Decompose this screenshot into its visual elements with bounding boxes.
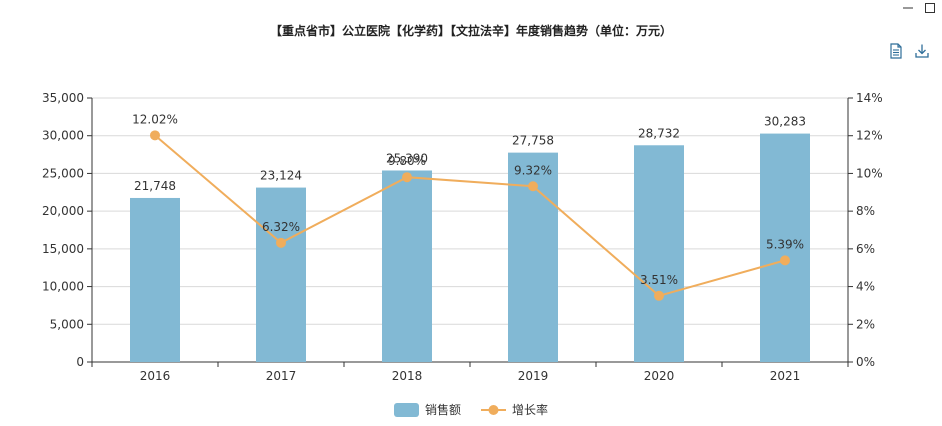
point-label-growth-2021: 5.39% bbox=[766, 237, 804, 251]
growth-line bbox=[154, 134, 786, 297]
point-label-growth-2017: 6.32% bbox=[262, 220, 300, 234]
x-tick-label: 2018 bbox=[392, 369, 423, 383]
y-right-tick-label: 14% bbox=[856, 91, 883, 105]
bar-label-sales-2018: 25,390 bbox=[386, 151, 428, 165]
legend-label-sales: 销售额 bbox=[424, 403, 461, 417]
y-right-tick-label: 10% bbox=[856, 166, 883, 180]
point-label-growth-2018: 9.80% bbox=[388, 154, 426, 168]
bar-sales-2017 bbox=[256, 187, 306, 362]
bar-sales-2016 bbox=[130, 197, 180, 362]
legend-label-growth: 增长率 bbox=[512, 403, 549, 417]
y-right-tick-label: 12% bbox=[856, 129, 883, 143]
y-left-tick-label: 0 bbox=[76, 355, 84, 369]
point-growth-2020 bbox=[654, 290, 664, 301]
chart-toolbox bbox=[888, 43, 930, 59]
legend-swatch-sales bbox=[393, 402, 419, 417]
x-tick-label: 2017 bbox=[266, 369, 297, 383]
point-growth-2017 bbox=[276, 237, 286, 248]
x-tick-label: 2019 bbox=[518, 369, 549, 383]
minimize-icon[interactable] bbox=[902, 2, 914, 14]
y-right-tick-label: 8% bbox=[856, 204, 875, 218]
point-growth-2016 bbox=[150, 130, 160, 141]
point-label-growth-2016: 12.02% bbox=[132, 112, 178, 126]
y-left-tick-label: 10,000 bbox=[42, 280, 84, 294]
y-right-tick-label: 4% bbox=[856, 280, 875, 294]
window-controls bbox=[902, 2, 936, 14]
bar-sales-2021 bbox=[760, 133, 810, 362]
chart-legend: 销售额 增长率 bbox=[0, 401, 942, 418]
point-growth-2018 bbox=[402, 172, 412, 183]
y-left-tick-label: 5,000 bbox=[50, 317, 84, 331]
maximize-icon[interactable] bbox=[924, 2, 936, 14]
y-left-tick-label: 25,000 bbox=[42, 166, 84, 180]
bar-sales-2018 bbox=[382, 170, 432, 362]
point-label-growth-2020: 3.51% bbox=[640, 273, 678, 287]
legend-swatch-growth bbox=[481, 404, 506, 415]
x-tick-label: 2021 bbox=[770, 369, 801, 383]
x-tick-label: 2016 bbox=[140, 369, 171, 383]
chart-title: 【重点省市】公立医院【化学药】【文拉法辛】年度销售趋势（单位：万元） bbox=[269, 24, 672, 38]
bar-label-sales-2021: 30,283 bbox=[764, 115, 806, 129]
y-right-tick-label: 2% bbox=[856, 317, 875, 331]
point-growth-2019 bbox=[528, 181, 538, 192]
point-growth-2021 bbox=[780, 255, 790, 266]
x-tick-label: 2020 bbox=[644, 369, 675, 383]
point-label-growth-2019: 9.32% bbox=[514, 163, 552, 177]
legend-item-sales[interactable]: 销售额 bbox=[393, 401, 461, 418]
y-right-tick-label: 0% bbox=[856, 355, 875, 369]
bar-label-sales-2017: 23,124 bbox=[260, 169, 302, 183]
y-left-tick-label: 35,000 bbox=[42, 91, 84, 105]
download-icon[interactable] bbox=[914, 43, 930, 59]
y-left-tick-label: 20,000 bbox=[42, 204, 84, 218]
bar-label-sales-2016: 21,748 bbox=[134, 179, 176, 193]
bar-label-sales-2020: 28,732 bbox=[638, 126, 680, 140]
y-left-tick-label: 15,000 bbox=[42, 242, 84, 256]
data-view-icon[interactable] bbox=[888, 43, 904, 59]
y-left-tick-label: 30,000 bbox=[42, 129, 84, 143]
bar-sales-2020 bbox=[634, 145, 684, 362]
y-right-tick-label: 6% bbox=[856, 242, 875, 256]
bar-label-sales-2019: 27,758 bbox=[512, 134, 554, 148]
legend-item-growth[interactable]: 增长率 bbox=[481, 401, 548, 418]
